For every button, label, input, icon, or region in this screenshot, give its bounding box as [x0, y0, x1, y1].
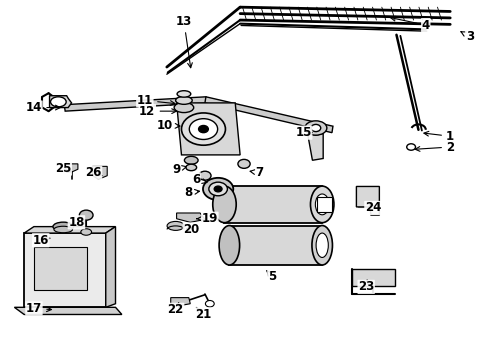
Ellipse shape [198, 126, 208, 133]
Ellipse shape [199, 171, 211, 180]
Polygon shape [205, 97, 333, 133]
Ellipse shape [175, 96, 192, 104]
Ellipse shape [311, 125, 321, 132]
Polygon shape [65, 164, 78, 172]
Text: 16: 16 [32, 234, 50, 247]
Text: 7: 7 [250, 166, 264, 179]
Bar [318, 197, 332, 212]
Ellipse shape [181, 113, 225, 145]
Text: 5: 5 [267, 270, 276, 283]
Text: 18: 18 [68, 216, 86, 229]
Text: 2: 2 [415, 140, 454, 153]
Text: 8: 8 [185, 186, 199, 199]
Text: 13: 13 [176, 15, 193, 68]
Ellipse shape [316, 194, 329, 215]
Polygon shape [176, 213, 205, 222]
Ellipse shape [316, 233, 328, 257]
Ellipse shape [53, 222, 74, 231]
Polygon shape [64, 97, 207, 111]
Text: 20: 20 [183, 223, 199, 236]
Text: 21: 21 [196, 307, 212, 321]
Text: 14: 14 [26, 101, 60, 114]
Text: 24: 24 [365, 202, 381, 215]
Text: 22: 22 [168, 303, 184, 316]
Text: 10: 10 [156, 119, 180, 132]
Polygon shape [352, 269, 395, 286]
Text: 23: 23 [358, 280, 374, 293]
Text: 15: 15 [295, 126, 313, 139]
Ellipse shape [79, 210, 93, 220]
Ellipse shape [305, 121, 327, 135]
Ellipse shape [312, 226, 332, 265]
Polygon shape [24, 233, 106, 307]
Text: 3: 3 [461, 30, 474, 43]
Text: 1: 1 [424, 130, 454, 143]
Ellipse shape [50, 97, 66, 107]
Polygon shape [171, 298, 190, 306]
Polygon shape [24, 226, 116, 233]
Text: 26: 26 [85, 166, 102, 179]
Ellipse shape [219, 226, 240, 265]
Polygon shape [49, 96, 72, 108]
Text: 19: 19 [197, 212, 218, 225]
Polygon shape [106, 226, 116, 307]
Polygon shape [224, 186, 322, 223]
Ellipse shape [184, 156, 198, 164]
Ellipse shape [167, 221, 184, 230]
Ellipse shape [54, 226, 73, 233]
Bar [34, 247, 87, 291]
Text: 11: 11 [137, 94, 175, 107]
Ellipse shape [205, 301, 214, 307]
Ellipse shape [177, 91, 191, 97]
Ellipse shape [189, 119, 218, 139]
Ellipse shape [174, 103, 194, 113]
Ellipse shape [238, 159, 250, 168]
Text: 12: 12 [139, 105, 176, 118]
Polygon shape [14, 307, 122, 315]
Text: 25: 25 [55, 162, 72, 175]
Ellipse shape [209, 182, 227, 196]
Polygon shape [176, 103, 240, 155]
Text: 9: 9 [172, 163, 186, 176]
Ellipse shape [311, 186, 334, 223]
Ellipse shape [214, 186, 222, 192]
Ellipse shape [186, 164, 196, 171]
Text: 4: 4 [391, 16, 430, 32]
Polygon shape [308, 134, 323, 160]
Polygon shape [229, 226, 322, 265]
Ellipse shape [203, 178, 233, 200]
Ellipse shape [213, 186, 236, 223]
Ellipse shape [81, 229, 92, 235]
Polygon shape [93, 166, 107, 179]
Text: 6: 6 [192, 173, 207, 186]
Polygon shape [356, 186, 379, 215]
Text: 17: 17 [26, 302, 51, 315]
Ellipse shape [407, 144, 416, 150]
